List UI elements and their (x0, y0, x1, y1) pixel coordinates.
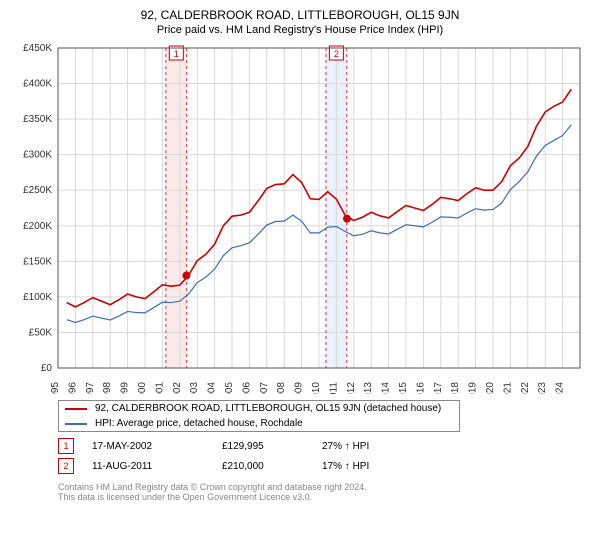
svg-text:£450K: £450K (23, 43, 52, 54)
svg-text:£200K: £200K (23, 221, 52, 232)
svg-text:2006: 2006 (241, 382, 252, 394)
svg-text:£300K: £300K (23, 150, 52, 161)
license-line: Contains HM Land Registry data © Crown c… (58, 482, 590, 492)
svg-text:2021: 2021 (502, 382, 513, 394)
transaction-date: 17-MAY-2002 (92, 441, 222, 452)
svg-text:2014: 2014 (381, 382, 392, 394)
transaction-date: 11-AUG-2011 (92, 461, 222, 472)
transaction-price: £129,995 (222, 441, 322, 452)
svg-text:2008: 2008 (276, 382, 287, 394)
svg-text:2001: 2001 (154, 382, 165, 394)
transaction-badge: 1 (58, 438, 74, 454)
svg-text:£50K: £50K (29, 327, 53, 338)
svg-text:2000: 2000 (137, 382, 148, 394)
svg-text:2022: 2022 (520, 382, 531, 394)
svg-text:2023: 2023 (537, 382, 548, 394)
svg-text:£400K: £400K (23, 79, 52, 90)
svg-text:2019: 2019 (468, 382, 479, 394)
svg-text:1996: 1996 (67, 382, 78, 394)
transaction-pct: 27% ↑ HPI (322, 441, 412, 452)
legend-label: 92, CALDERBROOK ROAD, LITTLEBOROUGH, OL1… (95, 403, 441, 414)
svg-text:2011: 2011 (328, 382, 339, 394)
svg-text:1997: 1997 (85, 382, 96, 394)
transaction-row: 1 17-MAY-2002£129,99527% ↑ HPI (58, 436, 590, 456)
svg-text:£100K: £100K (23, 292, 52, 303)
transaction-pct: 17% ↑ HPI (322, 461, 412, 472)
license-text: Contains HM Land Registry data © Crown c… (58, 482, 590, 502)
transaction-table: 1 17-MAY-2002£129,99527% ↑ HPI 2 11-AUG-201… (58, 436, 590, 476)
svg-text:2004: 2004 (207, 382, 218, 394)
svg-text:2013: 2013 (363, 382, 374, 394)
svg-text:2009: 2009 (294, 382, 305, 394)
transaction-row: 2 11-AUG-2011£210,00017% ↑ HPI (58, 456, 590, 476)
svg-text:£0: £0 (41, 363, 53, 374)
legend-label: HPI: Average price, detached house, Roch… (95, 418, 303, 429)
svg-text:2007: 2007 (259, 382, 270, 394)
svg-text:2015: 2015 (398, 382, 409, 394)
page-title: 92, CALDERBROOK ROAD, LITTLEBOROUGH, OL1… (10, 8, 590, 22)
svg-text:1999: 1999 (120, 382, 131, 394)
legend-swatch (65, 408, 87, 410)
page-subtitle: Price paid vs. HM Land Registry's House … (10, 24, 590, 36)
svg-text:1998: 1998 (102, 382, 113, 394)
legend-row: 92, CALDERBROOK ROAD, LITTLEBOROUGH, OL1… (59, 401, 459, 416)
legend: 92, CALDERBROOK ROAD, LITTLEBOROUGH, OL1… (58, 400, 460, 432)
svg-text:2020: 2020 (485, 382, 496, 394)
legend-row: HPI: Average price, detached house, Roch… (59, 416, 459, 431)
svg-text:2016: 2016 (415, 382, 426, 394)
svg-text:£250K: £250K (23, 185, 52, 196)
transaction-price: £210,000 (222, 461, 322, 472)
license-line: This data is licensed under the Open Gov… (58, 492, 590, 502)
price-chart: £0 £50K £100K £150K £200K £250K £300K £350K £400… (10, 42, 590, 394)
svg-text:2024: 2024 (555, 382, 566, 394)
svg-text:2010: 2010 (311, 382, 322, 394)
svg-text:2005: 2005 (224, 382, 235, 394)
svg-text:2018: 2018 (450, 382, 461, 394)
svg-text:2012: 2012 (346, 382, 357, 394)
svg-text:£350K: £350K (23, 114, 52, 125)
svg-text:1995: 1995 (50, 382, 61, 394)
svg-text:2002: 2002 (172, 382, 183, 394)
transaction-badge: 2 (58, 458, 74, 474)
svg-text:£150K: £150K (23, 256, 52, 267)
svg-text:2003: 2003 (189, 382, 200, 394)
svg-text:1: 1 (174, 49, 179, 59)
legend-swatch (65, 423, 87, 425)
svg-text:2017: 2017 (433, 382, 444, 394)
svg-text:2: 2 (334, 49, 339, 59)
